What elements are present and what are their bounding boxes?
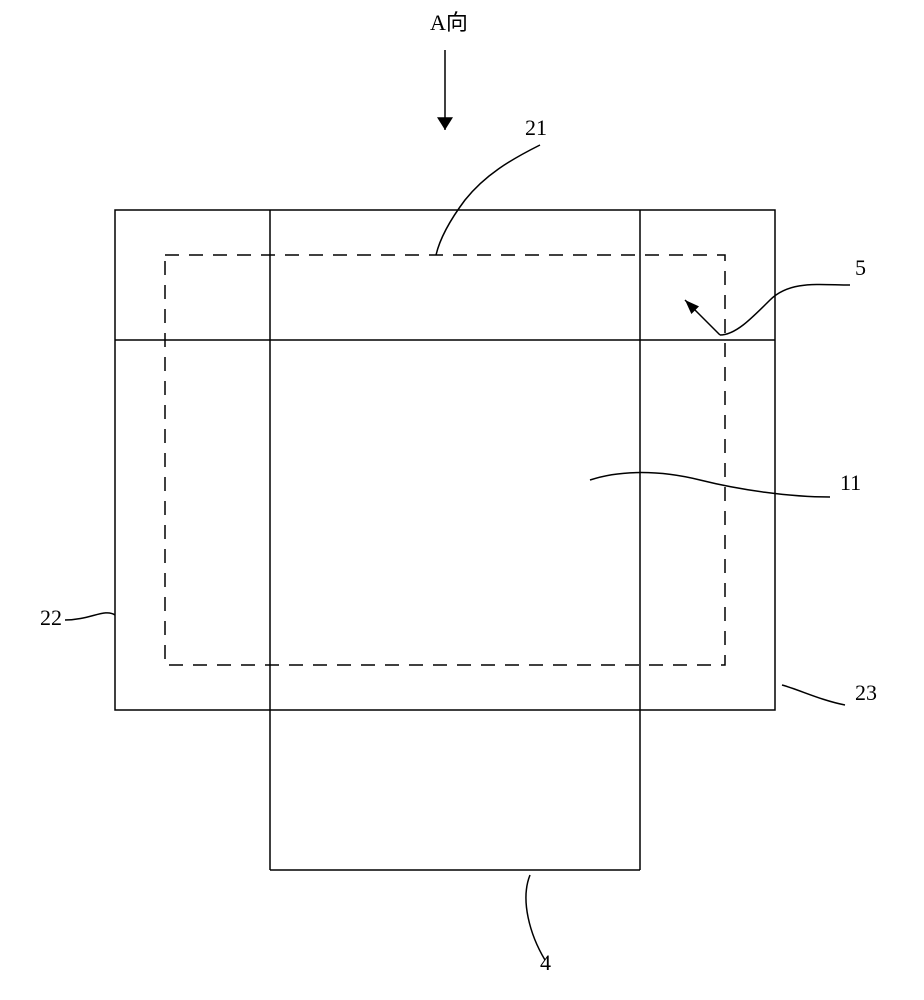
- leader-l11: [590, 473, 830, 498]
- leader-l5: [720, 284, 850, 335]
- view-direction-label: A向: [430, 10, 468, 35]
- outer-rect: [115, 210, 775, 710]
- leader-l22: [65, 613, 115, 620]
- label-l21: 21: [525, 115, 547, 140]
- label-l23: 23: [855, 680, 877, 705]
- label-l5: 5: [855, 255, 866, 280]
- view-direction-arrowhead: [437, 117, 453, 130]
- label-l22: 22: [40, 605, 62, 630]
- label-l11: 11: [840, 470, 861, 495]
- leader-l23: [782, 685, 845, 705]
- inner-dashed-rect: [165, 255, 725, 665]
- leader-l21: [436, 145, 540, 255]
- leader-l4: [526, 875, 545, 960]
